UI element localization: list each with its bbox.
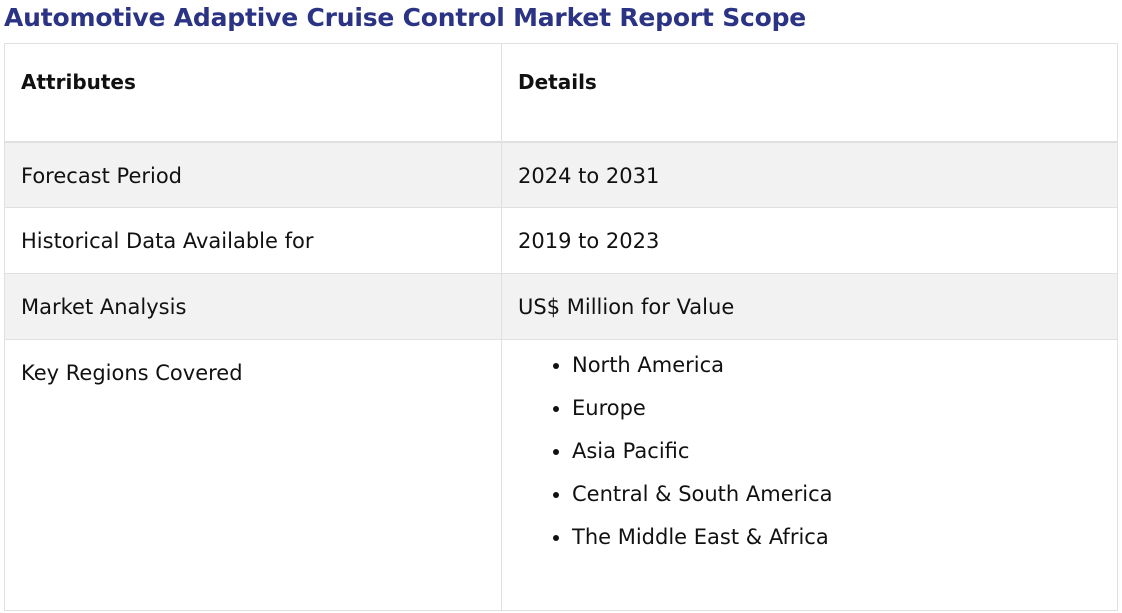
list-item: Asia Pacific bbox=[572, 430, 1101, 473]
table-header-row: Attributes Details bbox=[4, 43, 1118, 142]
detail-cell: 2019 to 2023 bbox=[501, 207, 1118, 274]
header-attributes: Attributes bbox=[4, 43, 502, 142]
detail-cell: 2024 to 2031 bbox=[501, 141, 1118, 208]
region-list: North America Europe Asia Pacific Centra… bbox=[518, 344, 1101, 559]
list-item: North America bbox=[572, 344, 1101, 387]
header-details: Details bbox=[501, 43, 1118, 142]
attribute-cell: Key Regions Covered bbox=[4, 339, 502, 611]
attribute-cell: Forecast Period bbox=[4, 141, 502, 208]
report-scope-table: Attributes Details Forecast Period 2024 … bbox=[4, 43, 1118, 611]
list-item: Central & South America bbox=[572, 473, 1101, 516]
table-row-regions: Key Regions Covered North America Europe… bbox=[4, 339, 1118, 611]
page-title: Automotive Adaptive Cruise Control Marke… bbox=[4, 3, 807, 32]
list-item: The Middle East & Africa bbox=[572, 516, 1101, 559]
table-row: Market Analysis US$ Million for Value bbox=[4, 273, 1118, 340]
table-row: Historical Data Available for 2019 to 20… bbox=[4, 207, 1118, 274]
detail-cell-regions: North America Europe Asia Pacific Centra… bbox=[501, 339, 1118, 611]
list-item: Europe bbox=[572, 387, 1101, 430]
attribute-cell: Historical Data Available for bbox=[4, 207, 502, 274]
attribute-cell: Market Analysis bbox=[4, 273, 502, 340]
detail-cell: US$ Million for Value bbox=[501, 273, 1118, 340]
table-row: Forecast Period 2024 to 2031 bbox=[4, 141, 1118, 208]
